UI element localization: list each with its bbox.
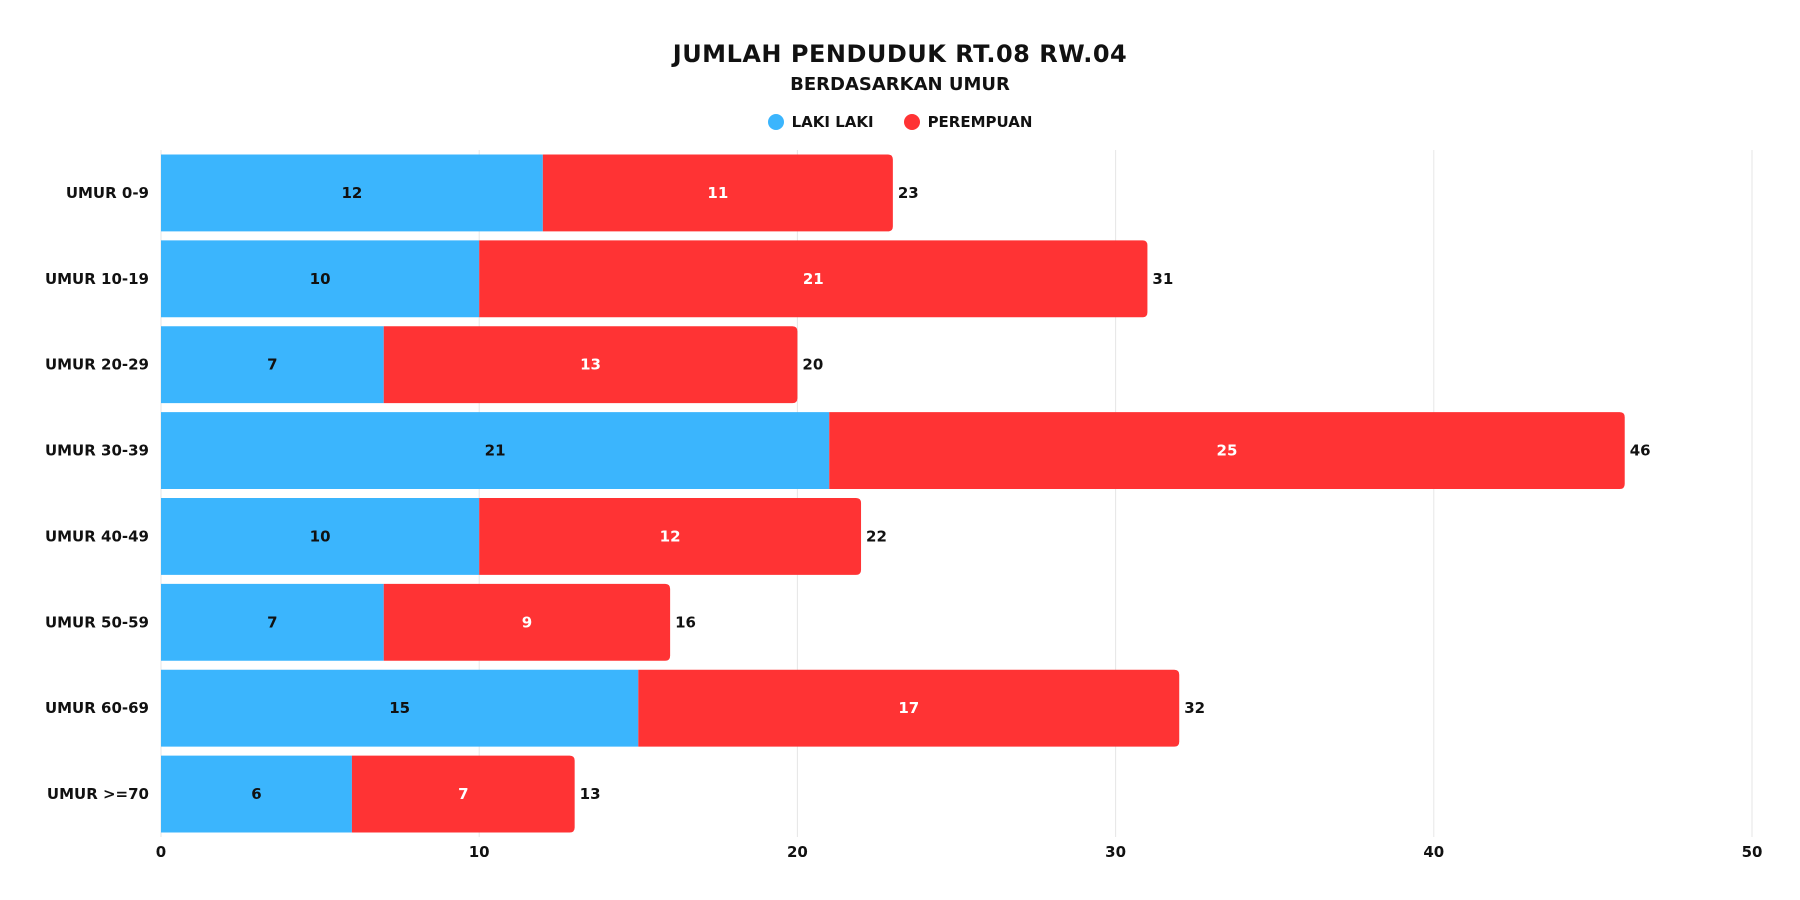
bar-segment <box>161 583 384 661</box>
bar-segment <box>161 326 384 404</box>
total-label: 16 <box>675 613 696 631</box>
total-label: 22 <box>866 527 887 545</box>
legend-item-perempuan[interactable]: PEREMPUAN <box>903 113 1033 131</box>
x-tick-label: 30 <box>1105 843 1126 861</box>
total-label: 20 <box>802 356 823 374</box>
data-label: 12 <box>341 184 362 202</box>
data-label: 21 <box>803 270 824 288</box>
data-label: 12 <box>660 527 681 545</box>
data-label: 17 <box>898 699 919 717</box>
total-label: 13 <box>580 785 601 803</box>
data-label: 13 <box>580 356 601 374</box>
bar-segment <box>161 498 480 575</box>
data-label: 6 <box>251 785 261 803</box>
bar-segment <box>161 154 543 232</box>
total-label: 31 <box>1152 270 1173 288</box>
category-label: UMUR 10-19 <box>45 270 149 288</box>
x-tick-label: 20 <box>787 843 808 861</box>
bar-segment <box>479 240 1148 318</box>
category-label: UMUR 40-49 <box>45 527 149 545</box>
x-tick-label: 0 <box>156 843 166 861</box>
bar-segment <box>161 669 639 747</box>
data-label: 25 <box>1217 442 1238 460</box>
category-label: UMUR 60-69 <box>45 699 149 717</box>
data-label: 9 <box>522 613 532 631</box>
legend-swatch-laki-laki <box>767 114 784 130</box>
data-label: 10 <box>310 270 331 288</box>
data-label: 7 <box>267 613 277 631</box>
legend: LAKI LAKI PEREMPUAN <box>0 113 1800 131</box>
chart-subtitle: BERDASARKAN UMUR <box>790 74 1010 95</box>
category-label: UMUR 50-59 <box>45 613 149 631</box>
category-label: UMUR 0-9 <box>66 184 149 202</box>
total-label: 23 <box>898 184 919 202</box>
bar-segment <box>351 755 575 833</box>
legend-label-perempuan: PEREMPUAN <box>927 113 1033 131</box>
bar-segment <box>161 755 352 833</box>
category-label: UMUR 30-39 <box>45 442 149 460</box>
bar-segment <box>542 154 893 232</box>
bar-segment <box>383 583 671 661</box>
category-label: UMUR 20-29 <box>45 356 149 374</box>
bar-segment <box>638 669 1180 747</box>
data-label: 7 <box>267 356 277 374</box>
bar-segment <box>829 412 1625 489</box>
data-label: 7 <box>458 785 468 803</box>
legend-label-laki-laki: LAKI LAKI <box>791 113 874 131</box>
chart-title: JUMLAH PENDUDUK RT.08 RW.04 <box>672 40 1128 68</box>
bar-segment <box>161 240 480 318</box>
legend-item-laki-laki[interactable]: LAKI LAKI <box>767 113 874 131</box>
data-label: 21 <box>485 442 506 460</box>
data-label: 15 <box>389 699 410 717</box>
total-label: 46 <box>1630 442 1651 460</box>
x-tick-label: 50 <box>1742 843 1763 861</box>
data-label: 11 <box>707 184 728 202</box>
x-tick-label: 10 <box>469 843 490 861</box>
data-label: 10 <box>310 527 331 545</box>
bar-segment <box>479 498 862 575</box>
legend-swatch-perempuan <box>903 114 920 130</box>
category-label: UMUR >=70 <box>47 785 149 803</box>
x-tick-label: 40 <box>1423 843 1444 861</box>
bar-segment <box>161 412 830 489</box>
bar-segment <box>383 326 798 404</box>
total-label: 32 <box>1184 699 1205 717</box>
